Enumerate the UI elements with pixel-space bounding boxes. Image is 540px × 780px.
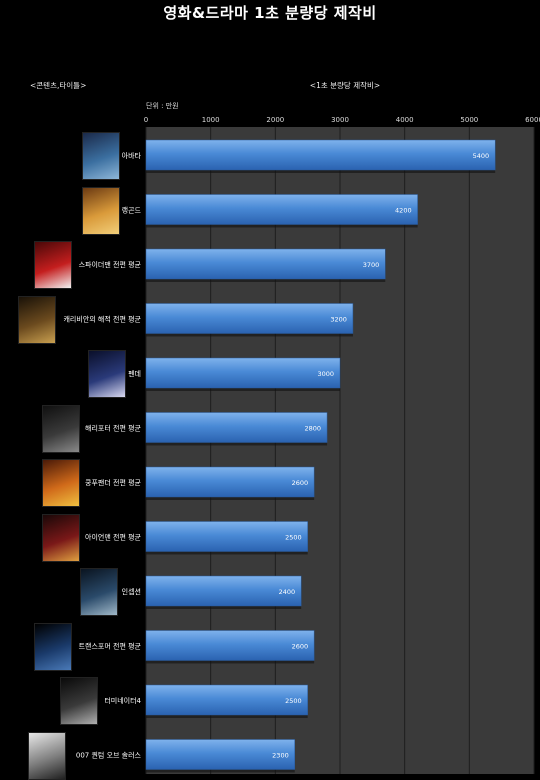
bar-value-label: 3700 bbox=[363, 261, 380, 269]
bar-value-label: 3200 bbox=[330, 316, 347, 324]
category-label: 인셉션 bbox=[122, 587, 141, 596]
bar[interactable] bbox=[145, 684, 308, 716]
kungfupanda-poster bbox=[42, 459, 80, 507]
film5-poster bbox=[88, 350, 126, 398]
harrypotter-poster bbox=[42, 404, 80, 453]
x-tick-label: 1000 bbox=[202, 116, 220, 124]
category-label: 해리포터 전편 평균 bbox=[85, 424, 142, 433]
category-label: 랭곤드 bbox=[122, 206, 142, 215]
x-tick-label: 5000 bbox=[460, 116, 478, 124]
x-tick-label: 6000 bbox=[525, 116, 540, 124]
category-label: 캐리비안의 해적 전편 평균 bbox=[63, 315, 141, 324]
category-label: 펜데 bbox=[128, 369, 141, 378]
bar[interactable] bbox=[145, 248, 386, 280]
avatar-poster bbox=[82, 132, 120, 180]
category-label: 아바타 bbox=[122, 151, 142, 160]
bar[interactable] bbox=[145, 139, 496, 171]
bar-value-label: 4200 bbox=[395, 207, 412, 215]
bar[interactable] bbox=[145, 357, 341, 389]
bar-value-label: 5400 bbox=[473, 152, 490, 160]
bar[interactable] bbox=[145, 466, 315, 498]
bar[interactable] bbox=[145, 412, 328, 443]
pirates-poster bbox=[18, 295, 56, 344]
bar-value-label: 2300 bbox=[272, 752, 289, 760]
inception-poster bbox=[80, 568, 118, 616]
bar[interactable] bbox=[145, 739, 295, 770]
bar-value-label: 2600 bbox=[292, 479, 309, 487]
x-tick-label: 4000 bbox=[396, 116, 414, 124]
bar-value-label: 2800 bbox=[305, 425, 322, 433]
category-label: 007 퀀텀 오브 솔러스 bbox=[76, 751, 142, 760]
bar[interactable] bbox=[145, 194, 418, 225]
bar[interactable] bbox=[145, 630, 315, 661]
chart-title: 영화&드라마 1초 분량당 제작비 bbox=[163, 4, 377, 22]
category-label: 스파이더맨 전편 평균 bbox=[79, 260, 142, 269]
ironman-poster bbox=[42, 513, 80, 562]
x-tick-label: 2000 bbox=[266, 116, 284, 124]
category-label: 터미네이터4 bbox=[104, 696, 141, 705]
bar-value-label: 2500 bbox=[285, 534, 302, 542]
bar[interactable] bbox=[145, 303, 354, 334]
bar-value-label: 2500 bbox=[285, 697, 302, 705]
bar-value-label: 3000 bbox=[317, 370, 334, 378]
terminator-poster bbox=[60, 677, 98, 725]
unit-label: 단위 : 만원 bbox=[146, 102, 179, 110]
bar[interactable] bbox=[145, 521, 308, 552]
transformers-poster bbox=[34, 622, 72, 671]
category-label: 쿵푸팬더 전편 평균 bbox=[85, 478, 142, 487]
x-tick-label: 0 bbox=[144, 116, 148, 124]
cost-column-header: <1초 분량당 제작비> bbox=[309, 81, 381, 90]
007-poster bbox=[28, 731, 66, 780]
x-tick-label: 3000 bbox=[331, 116, 349, 124]
category-label: 아이언맨 전편 평균 bbox=[85, 533, 142, 542]
content-column-header: <콘텐츠,타이틀> bbox=[30, 81, 87, 90]
spiderman-poster bbox=[34, 241, 72, 289]
rapunzel-poster bbox=[82, 186, 120, 235]
bar-value-label: 2400 bbox=[279, 588, 296, 596]
category-label: 트랜스포머 전편 평균 bbox=[79, 642, 142, 651]
bar-value-label: 2600 bbox=[292, 643, 309, 651]
bar[interactable] bbox=[145, 575, 302, 607]
